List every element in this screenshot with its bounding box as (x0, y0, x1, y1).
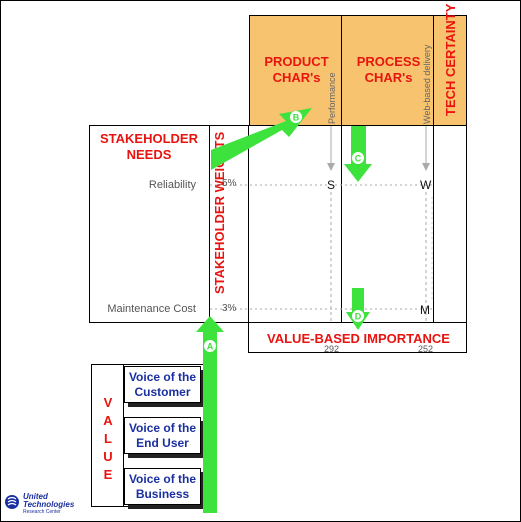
arrow-a-badge (204, 340, 216, 352)
value-letter-u: U (103, 449, 113, 464)
utrc-logo-icon (5, 495, 19, 509)
arrow-a-shape (196, 316, 224, 513)
arrow-b-label: B (293, 113, 300, 123)
weight-reliability: 5% (222, 178, 237, 189)
voice-customer: Voice of the Customer (124, 366, 201, 403)
logo-line2: Technologies (23, 500, 75, 509)
voice-end-user-line2: End User (136, 436, 189, 450)
product-chars-title: PRODUCT CHAR's (250, 54, 343, 86)
voice-business-line1: Voice of the (128, 472, 197, 486)
web-guide-arrowhead (422, 163, 430, 171)
process-chars-title: PROCESS CHAR's (342, 54, 435, 86)
value-based-importance-label: VALUE-BASED IMPORTANCE (267, 331, 450, 346)
value-letter-v: V (103, 395, 113, 410)
arrow-b-shape (211, 108, 312, 170)
stakeholder-needs-line1: STAKEHOLDER (100, 131, 198, 146)
value-letter-e: E (103, 467, 113, 482)
importance-performance: 292 (324, 344, 340, 354)
tech-certainty-box: TECH CERTAINTY (433, 4, 467, 126)
process-chars-line1: PROCESS (356, 54, 421, 69)
arrow-c-badge (352, 152, 364, 164)
weights-matrix-divider (248, 125, 249, 323)
logo-line3: Research Center (23, 509, 61, 515)
voice-customer-line2: Customer (134, 385, 191, 399)
arrow-a-label: A (207, 342, 214, 352)
weight-maintenance-cost: 3% (222, 303, 237, 314)
needs-weights-divider (209, 125, 210, 323)
rel-reliability-performance: S (327, 178, 336, 192)
process-tech-divider (433, 15, 434, 323)
stakeholder-needs-title: STAKEHOLDER NEEDS (89, 131, 209, 163)
product-process-divider (341, 15, 342, 323)
product-chars-line1: PRODUCT (264, 54, 329, 69)
product-chars-line2: CHAR's (272, 70, 321, 85)
arrow-b-badge (290, 111, 302, 123)
logo-line1: United (23, 492, 48, 501)
voice-business: Voice of the Business (124, 468, 201, 505)
row-label-maintenance-cost: Maintenance Cost (107, 303, 196, 315)
arrow-d-badge (352, 310, 364, 322)
process-chars-line2: CHAR's (364, 70, 413, 85)
performance-guide-arrowhead (327, 163, 335, 171)
voice-business-line2: Business (135, 487, 190, 501)
rel-maintenance-web: M (420, 303, 430, 317)
voice-end-user: Voice of the End User (124, 417, 201, 454)
row-label-reliability: Reliability (148, 179, 196, 191)
arrow-d-shape (346, 288, 370, 330)
voice-customer-line1: Voice of the (128, 370, 197, 384)
utrc-logo: United Technologies Research Center (4, 493, 84, 517)
voice-end-user-line1: Voice of the (128, 421, 197, 435)
importance-web: 252 (418, 344, 434, 354)
value-based-importance-box: VALUE-BASED IMPORTANCE (248, 322, 467, 353)
arrow-d-label: D (355, 312, 362, 322)
arrow-c-label: C (355, 154, 362, 164)
value-letter-l: L (104, 431, 112, 446)
value-letter-a: A (103, 413, 113, 428)
stakeholder-needs-line2: NEEDS (126, 147, 172, 162)
rel-reliability-web: W (420, 178, 432, 192)
